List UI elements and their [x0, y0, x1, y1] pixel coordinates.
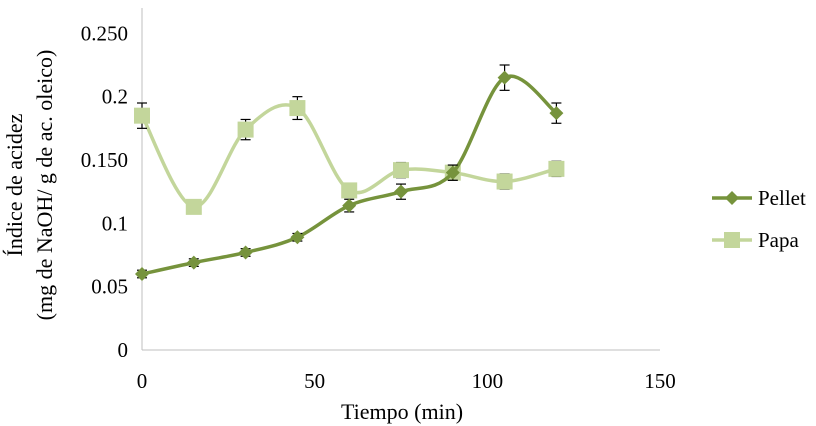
- data-point-papa: [548, 160, 565, 177]
- data-point-papa: [393, 162, 409, 179]
- series-line-pellet: [141, 74, 558, 276]
- y-tick-label: 0.2: [102, 85, 128, 109]
- y-tick-label: 0.05: [91, 275, 128, 299]
- data-point-papa: [289, 100, 306, 117]
- data-point-pellet: [497, 70, 512, 85]
- data-point-pellet: [290, 230, 305, 245]
- y-tick-label: 0.250: [81, 21, 128, 45]
- y-tick-label: 0: [118, 338, 129, 362]
- legend-item-pellet: Pellet: [712, 186, 806, 210]
- data-point-pellet: [394, 184, 408, 199]
- y-axis-title-line-2: (mg de NaOH/ g de ac. oleico): [32, 50, 57, 321]
- axes: [141, 8, 660, 351]
- legend-marker-papa: [724, 232, 740, 248]
- data-point-pellet: [135, 267, 149, 281]
- legend-label: Pellet: [758, 186, 806, 210]
- tick-labels: 0 50 100 150 0 0.05 0.1 0.150 0.2 0.250: [81, 21, 676, 393]
- data-point-papa: [237, 121, 254, 138]
- data-point-papa: [134, 107, 150, 124]
- data-point-pellet: [238, 245, 253, 260]
- data-point-papa: [341, 182, 358, 199]
- data-point-papa: [185, 198, 202, 215]
- x-tick-label: 100: [472, 369, 504, 393]
- legend: Pellet Papa: [712, 186, 806, 252]
- series-papa: [134, 96, 565, 215]
- data-point-pellet: [342, 198, 357, 213]
- legend-label: Papa: [758, 228, 800, 252]
- x-tick-label: 150: [644, 369, 676, 393]
- x-tick-label: 0: [137, 369, 148, 393]
- data-point-papa: [496, 173, 513, 190]
- data-point-pellet: [445, 165, 460, 180]
- data-point-pellet: [549, 106, 564, 121]
- y-tick-label: 0.150: [81, 148, 128, 172]
- x-axis-title: Tiempo (min): [341, 399, 463, 424]
- x-tick-label: 50: [304, 369, 325, 393]
- series-layer: [134, 64, 565, 281]
- legend-item-papa: Papa: [712, 228, 800, 252]
- y-tick-label: 0.1: [102, 211, 128, 235]
- series-pellet: [135, 64, 564, 281]
- data-point-pellet: [186, 255, 201, 270]
- legend-marker-pellet: [725, 191, 739, 205]
- y-axis-title-line-1: Índice de acidez: [2, 113, 27, 256]
